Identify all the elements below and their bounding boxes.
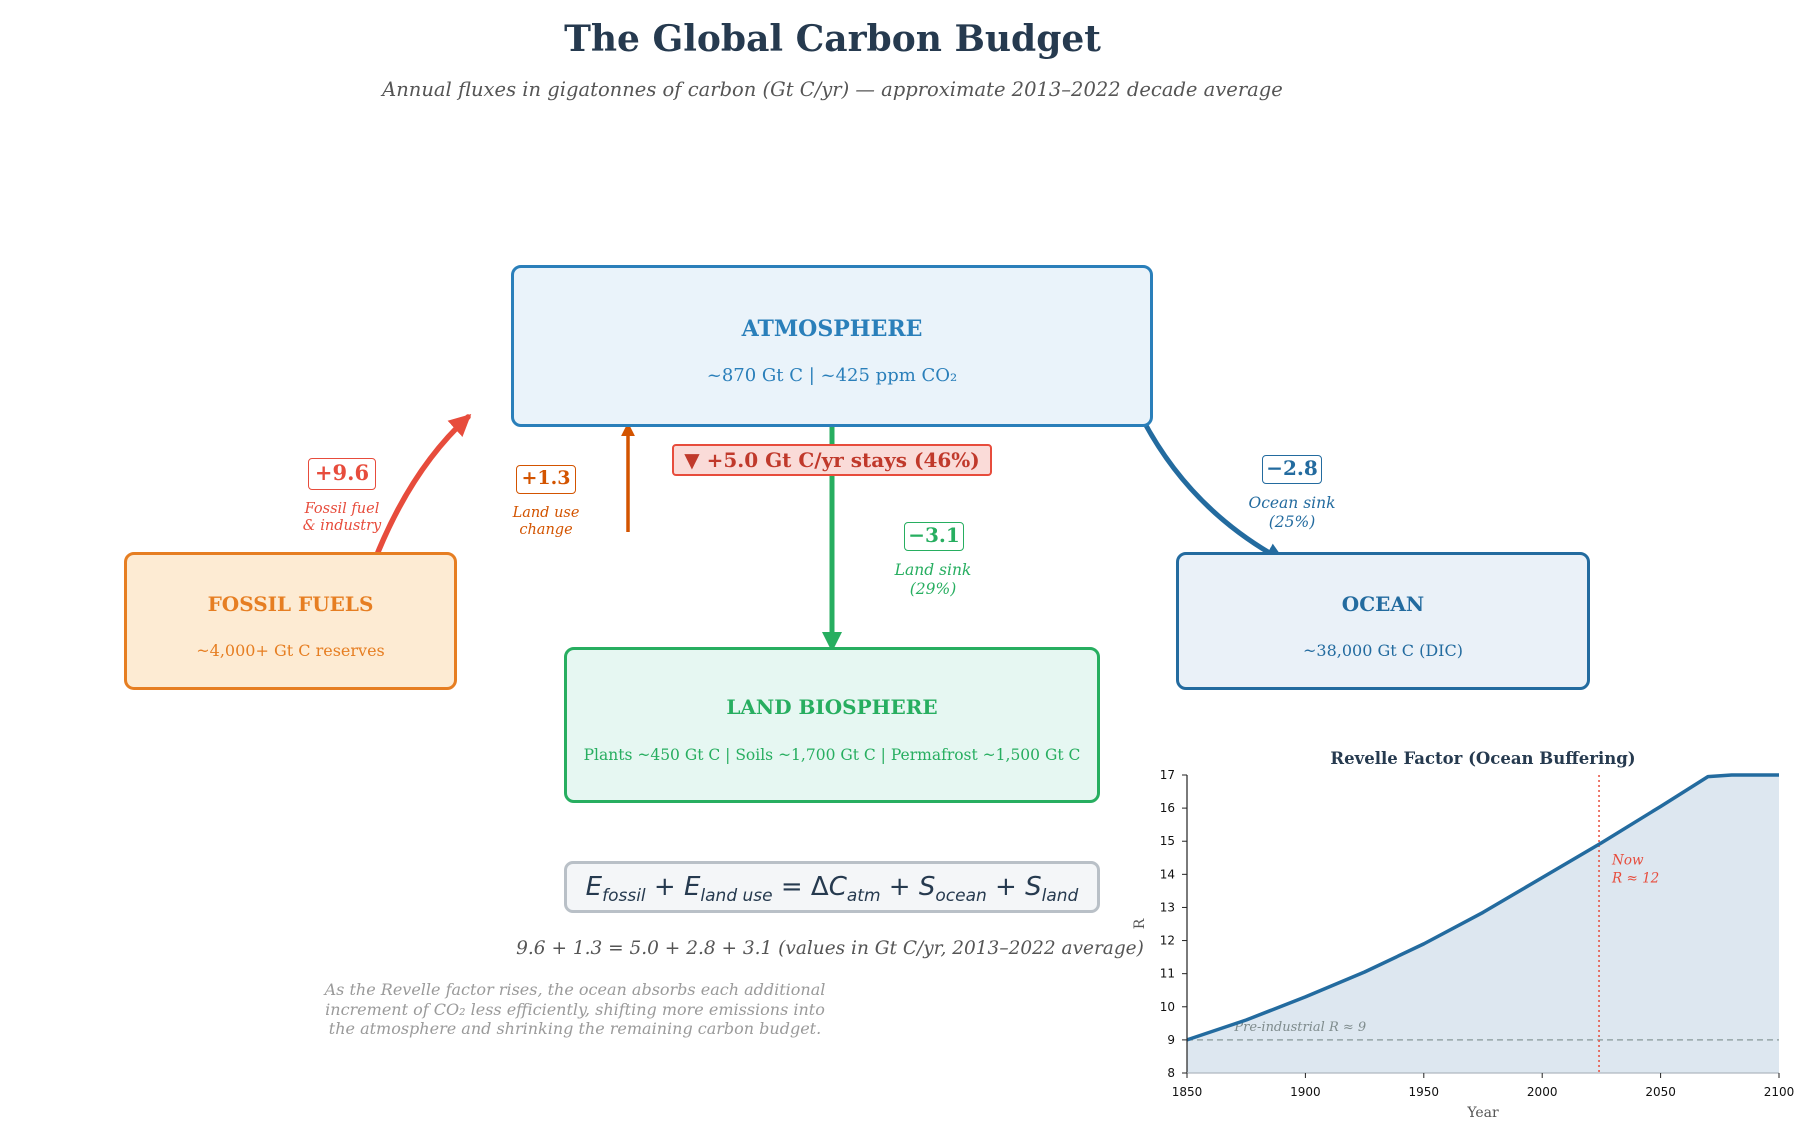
land-use-flux-label-line2: change bbox=[519, 522, 573, 539]
land-sink-flux-label-line1: Land sink bbox=[894, 561, 972, 579]
page-title: The Global Carbon Budget bbox=[564, 18, 1101, 60]
fossil-flux-arrow bbox=[371, 414, 472, 565]
y-tick-label: 8 bbox=[1167, 1066, 1175, 1080]
now-reference-label-line1: Now bbox=[1611, 852, 1644, 868]
land-use-flux-value: +1.3 bbox=[516, 465, 576, 494]
atmosphere-box: ATMOSPHERE ~870 Gt C | ~425 ppm CO₂ bbox=[511, 265, 1153, 427]
ocean-title: OCEAN bbox=[1341, 592, 1425, 616]
atmosphere-stock: ~870 Gt C | ~425 ppm CO₂ bbox=[706, 365, 958, 386]
land-biosphere-box: LAND BIOSPHERE Plants ~450 Gt C | Soils … bbox=[564, 647, 1100, 803]
ocean-sink-flux-arrow bbox=[1139, 415, 1286, 563]
atmosphere-title: ATMOSPHERE bbox=[741, 316, 923, 342]
revelle-area-fill bbox=[1187, 775, 1779, 1073]
y-tick-label: 12 bbox=[1160, 934, 1175, 948]
fossil-fuels-title: FOSSIL FUELS bbox=[207, 592, 374, 616]
fossil-flux-label-line1: Fossil fuel bbox=[304, 501, 380, 517]
x-tick-label: 2000 bbox=[1527, 1085, 1558, 1099]
x-tick-label: 2100 bbox=[1764, 1085, 1795, 1099]
fossil-flux-label: Fossil fuel & industry bbox=[282, 501, 402, 536]
ocean-stock: ~38,000 Gt C (DIC) bbox=[1303, 641, 1463, 660]
now-reference-label-line2: R ≈ 12 bbox=[1611, 871, 1659, 887]
y-axis-label: R bbox=[1132, 918, 1148, 929]
x-tick-label: 1900 bbox=[1290, 1085, 1321, 1099]
y-tick-label: 11 bbox=[1160, 967, 1175, 981]
revelle-factor-chart: Pre-industrial R ≈ 9 Now R ≈ 12 1850 1900 195… bbox=[1132, 749, 1795, 1121]
y-tick-label: 13 bbox=[1160, 900, 1175, 914]
budget-equation: Efossil + Eland use = ΔCatm + Socean + S… bbox=[564, 861, 1100, 913]
land-use-flux-label: Land use change bbox=[486, 505, 606, 540]
land-sink-flux-value: −3.1 bbox=[904, 522, 964, 551]
page-subtitle: Annual fluxes in gigatonnes of carbon (G… bbox=[382, 78, 1283, 101]
revelle-series-line bbox=[1186, 773, 1779, 1042]
preindustrial-reference-label: Pre-industrial R ≈ 9 bbox=[1233, 1020, 1366, 1035]
x-axis-label: Year bbox=[1466, 1105, 1499, 1121]
y-tick-label: 14 bbox=[1160, 867, 1175, 881]
land-sink-flux-label-line2: (29%) bbox=[909, 579, 957, 598]
y-tick-label: 9 bbox=[1167, 1033, 1175, 1047]
land-sink-flux-label: Land sink (29%) bbox=[868, 561, 998, 598]
land-use-flux-label-line1: Land use bbox=[512, 505, 580, 521]
equation-values: 9.6 + 1.3 = 5.0 + 2.8 + 3.1 (values in G… bbox=[516, 938, 1144, 959]
chart-title: Revelle Factor (Ocean Buffering) bbox=[1330, 749, 1635, 768]
ocean-sink-flux-label-line2: (25%) bbox=[1268, 512, 1316, 531]
y-tick-label: 17 bbox=[1160, 768, 1175, 782]
y-tick-label: 15 bbox=[1160, 834, 1175, 848]
x-tick-label: 2050 bbox=[1645, 1085, 1676, 1099]
atmosphere-retained-badge: ▼ +5.0 Gt C/yr stays (46%) bbox=[672, 444, 992, 476]
footnote-line3: the atmosphere and shrinking the remaini… bbox=[328, 1019, 822, 1039]
fossil-fuels-box: FOSSIL FUELS ~4,000+ Gt C reserves bbox=[124, 552, 457, 690]
land-biosphere-stock: Plants ~450 Gt C | Soils ~1,700 Gt C | P… bbox=[583, 746, 1081, 764]
ocean-sink-flux-label: Ocean sink (25%) bbox=[1227, 494, 1357, 531]
ocean-box: OCEAN ~38,000 Gt C (DIC) bbox=[1176, 552, 1590, 690]
land-biosphere-title: LAND BIOSPHERE bbox=[726, 695, 938, 719]
footnote: As the Revelle factor rises, the ocean a… bbox=[300, 980, 850, 1039]
fossil-flux-value: +9.6 bbox=[308, 458, 376, 490]
fossil-fuels-stock: ~4,000+ Gt C reserves bbox=[196, 641, 385, 660]
ocean-sink-flux-value: −2.8 bbox=[1262, 455, 1322, 484]
y-tick-label: 16 bbox=[1160, 801, 1175, 815]
footnote-line1: As the Revelle factor rises, the ocean a… bbox=[324, 980, 826, 999]
y-tick-label: 10 bbox=[1160, 1000, 1175, 1014]
fossil-flux-label-line2: & industry bbox=[302, 518, 382, 535]
x-tick-label: 1950 bbox=[1409, 1085, 1440, 1099]
footnote-line2: increment of CO₂ less efficiently, shift… bbox=[325, 999, 825, 1019]
ocean-sink-flux-label-line1: Ocean sink bbox=[1248, 494, 1336, 512]
x-tick-label: 1850 bbox=[1172, 1085, 1203, 1099]
